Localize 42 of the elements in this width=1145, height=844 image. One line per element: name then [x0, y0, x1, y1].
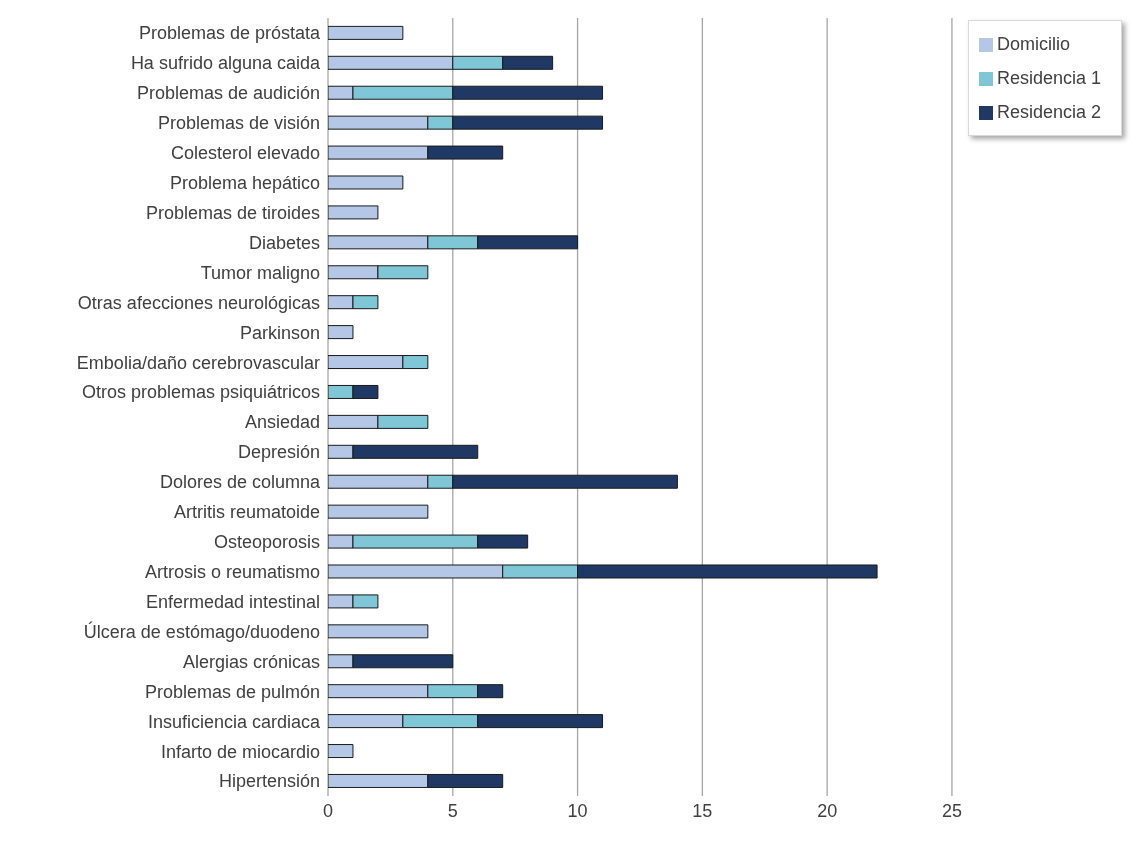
legend-label: Residencia 1	[996, 68, 1101, 88]
bar	[328, 25, 404, 40]
y-tick-label: Ansiedad	[244, 412, 320, 433]
y-tick-label: Insuficiencia cardiaca	[147, 711, 321, 732]
y-tick-label: Infarto de miocardio	[160, 741, 320, 762]
legend-label: Residencia 2	[996, 102, 1101, 122]
bar	[328, 624, 429, 639]
bar	[328, 744, 354, 759]
x-tick-label: 20	[817, 800, 838, 821]
bar	[328, 325, 354, 340]
x-tick-label: 5	[447, 800, 458, 821]
y-tick-label: Artrosis o reumatismo	[144, 561, 320, 582]
y-tick-label: Problemas de visión	[157, 113, 320, 134]
y-tick-label: Parkinson	[239, 322, 320, 343]
legend-label: Domicilio	[996, 34, 1070, 54]
bar	[328, 205, 379, 220]
y-tick-label: Úlcera de estómago/duodeno	[83, 620, 320, 642]
x-tick-label: 15	[692, 800, 713, 821]
y-tick-label: Ha sufrido alguna caida	[130, 53, 321, 74]
y-tick-label: Osteoporosis	[213, 532, 320, 553]
x-tick-label: 25	[941, 800, 962, 821]
y-tick-label: Depresión	[237, 442, 320, 463]
y-tick-label: Embolia/daño cerebrovascular	[76, 352, 320, 373]
y-tick-label: Problemas de tiroides	[145, 202, 320, 223]
y-tick-label: Alergias crónicas	[182, 651, 320, 672]
y-tick-label: Tumor maligno	[200, 262, 320, 283]
y-tick-label: Artritis reumatoide	[173, 502, 320, 523]
y-tick-label: Otras afecciones neurológicas	[77, 292, 320, 313]
y-tick-label: Otros problemas psiquiátricos	[81, 382, 320, 403]
y-tick-label: Problemas de audición	[136, 83, 320, 104]
bar	[328, 175, 404, 190]
y-tick-label: Hipertensión	[218, 771, 320, 792]
y-tick-label: Dolores de columna	[159, 472, 321, 493]
y-tick-label: Enfermedad intestinal	[145, 591, 320, 612]
y-tick-label: Problemas de próstata	[138, 23, 321, 44]
x-tick-label: 0	[322, 800, 334, 821]
bar	[328, 504, 429, 519]
y-tick-label: Colesterol elevado	[170, 143, 320, 164]
x-tick-label: 10	[567, 800, 588, 821]
y-tick-label: Problemas de pulmón	[144, 681, 320, 702]
y-tick-label: Diabetes	[248, 232, 320, 253]
y-tick-label: Problema hepático	[169, 172, 320, 193]
